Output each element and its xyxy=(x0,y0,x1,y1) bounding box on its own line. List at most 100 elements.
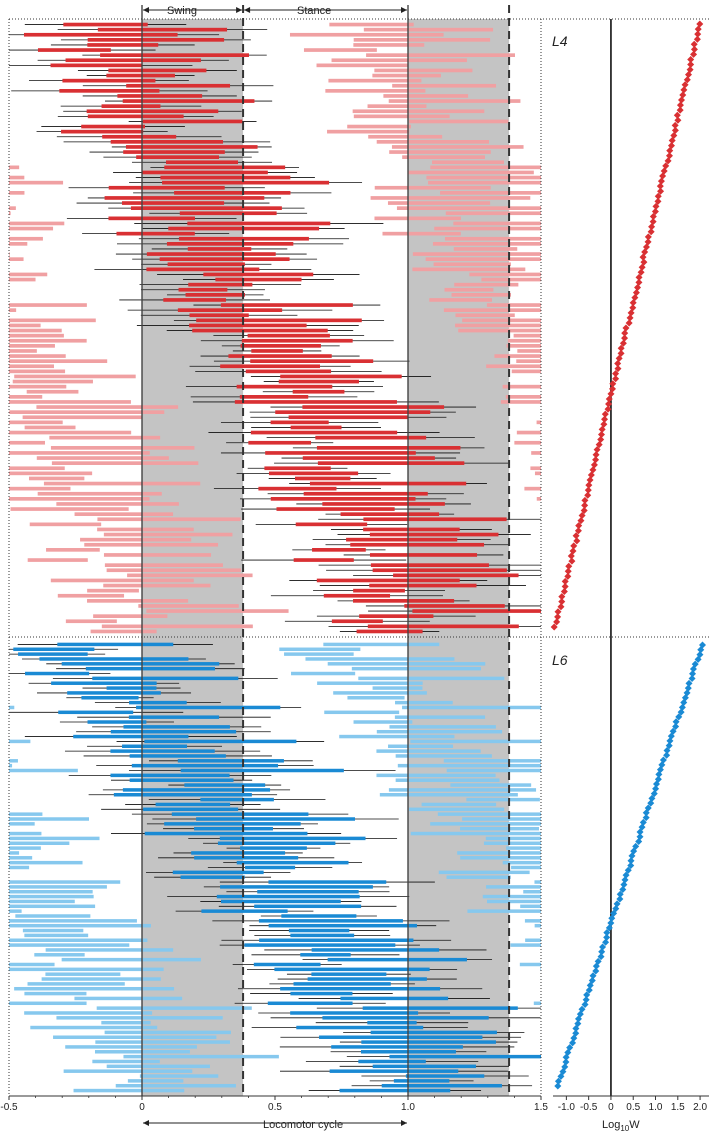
burst-repeat-bar xyxy=(524,486,541,491)
scatter-point xyxy=(688,675,696,683)
burst-main-bar xyxy=(110,140,224,144)
scatter-point xyxy=(587,471,595,479)
burst-repeat-bar xyxy=(24,933,89,938)
burst-repeat-bar xyxy=(323,642,440,647)
burst-main-bar xyxy=(363,527,460,532)
burst-repeat-bar xyxy=(352,109,485,114)
right-x-tick-label-6: 2.0 xyxy=(693,1102,707,1113)
scatter-point xyxy=(597,430,605,438)
burst-repeat-bar xyxy=(22,928,84,933)
burst-repeat-bar xyxy=(56,1016,223,1020)
scatter-point xyxy=(657,177,665,185)
burst-main-bar xyxy=(63,22,148,27)
burst-main-bar xyxy=(162,180,330,185)
burst-repeat-bar xyxy=(9,206,16,210)
burst-main-bar xyxy=(189,323,307,328)
burst-main-bar xyxy=(245,865,296,870)
burst-repeat-bar xyxy=(9,851,20,855)
scatter-point xyxy=(671,126,679,134)
burst-repeat-bar xyxy=(366,53,515,57)
burst-repeat-bar xyxy=(454,282,519,287)
burst-repeat-bar xyxy=(455,313,515,318)
scatter-point xyxy=(612,370,620,378)
burst-repeat-bar xyxy=(395,700,453,705)
burst-repeat-bar xyxy=(395,778,500,782)
burst-main-bar xyxy=(268,923,417,928)
burst-repeat-bar xyxy=(391,145,524,149)
scatter-point xyxy=(575,522,583,530)
scatter-point xyxy=(562,1058,570,1066)
scatter-point xyxy=(590,461,598,469)
burst-repeat-bar xyxy=(146,609,289,613)
burst-main-bar xyxy=(116,231,195,236)
burst-repeat-bar xyxy=(388,99,521,103)
burst-main-bar xyxy=(87,114,184,119)
burst-main-bar xyxy=(275,410,431,414)
burst-repeat-bar xyxy=(494,354,541,358)
burst-repeat-bar xyxy=(103,532,233,537)
burst-repeat-bar xyxy=(9,880,121,884)
burst-repeat-bar xyxy=(9,1001,87,1006)
scatter-point xyxy=(622,871,630,879)
burst-repeat-bar xyxy=(511,369,541,374)
burst-repeat-bar xyxy=(486,364,541,369)
burst-repeat-bar xyxy=(127,1079,184,1083)
stance-arrow-head-left xyxy=(244,7,251,13)
burst-repeat-bar xyxy=(9,822,35,826)
burst-repeat-bar xyxy=(372,73,441,78)
burst-main-bar xyxy=(18,652,88,656)
burst-repeat-bar xyxy=(505,395,541,399)
burst-main-bar xyxy=(295,476,351,481)
burst-main-bar xyxy=(92,676,239,681)
burst-repeat-bar xyxy=(450,783,532,787)
burst-repeat-bar xyxy=(9,359,108,363)
burst-main-bar xyxy=(106,73,175,78)
burst-repeat-bar xyxy=(9,252,10,256)
burst-repeat-bar xyxy=(331,58,467,63)
cycle-arrow-head-right xyxy=(401,1120,407,1126)
burst-repeat-bar xyxy=(446,875,511,879)
burst-repeat-bar xyxy=(9,165,20,170)
scatter-point xyxy=(586,981,594,989)
burst-repeat-bar xyxy=(444,236,541,241)
scatter-point xyxy=(635,278,643,286)
burst-main-bar xyxy=(270,420,329,425)
burst-repeat-bar xyxy=(96,1006,252,1010)
scatter-point xyxy=(572,1024,580,1032)
burst-main-bar xyxy=(215,277,302,282)
scatter-point xyxy=(609,380,617,388)
burst-main-bar xyxy=(317,461,465,465)
scatter-point xyxy=(554,1082,562,1090)
burst-repeat-bar xyxy=(462,817,541,821)
burst-repeat-bar xyxy=(402,155,485,159)
scatter-point xyxy=(678,703,686,711)
burst-repeat-bar xyxy=(14,986,175,991)
burst-main-bar xyxy=(163,298,226,302)
scatter-point xyxy=(626,314,634,322)
scatter-point xyxy=(622,324,630,332)
burst-repeat-bar xyxy=(327,129,410,134)
burst-repeat-bar xyxy=(485,836,541,841)
burst-repeat-bar xyxy=(443,759,541,763)
burst-main-bar xyxy=(194,826,273,831)
burst-main-bar xyxy=(110,729,237,734)
burst-repeat-bar xyxy=(27,982,125,986)
scatter-point xyxy=(677,708,685,716)
burst-repeat-bar xyxy=(104,1030,231,1035)
burst-main-bar xyxy=(369,532,499,537)
burst-main-bar xyxy=(97,27,228,32)
burst-main-bar xyxy=(322,1016,489,1020)
burst-main-bar xyxy=(110,773,230,778)
scatter-point xyxy=(619,885,627,893)
burst-main-bar xyxy=(144,739,297,744)
burst-main-bar xyxy=(367,1020,417,1025)
burst-main-bar xyxy=(280,374,402,379)
scatter-point xyxy=(577,517,585,525)
burst-repeat-bar xyxy=(506,846,541,850)
burst-repeat-bar xyxy=(103,583,211,588)
burst-repeat-bar xyxy=(347,124,412,129)
burst-repeat-bar xyxy=(410,739,541,744)
burst-repeat-bar xyxy=(514,440,541,445)
scatter-point xyxy=(585,986,593,994)
